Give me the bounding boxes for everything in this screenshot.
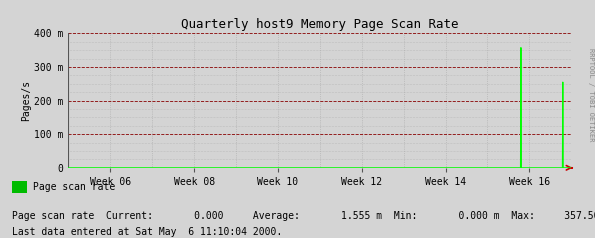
Text: Page scan rate: Page scan rate — [33, 182, 115, 192]
Title: Quarterly host9 Memory Page Scan Rate: Quarterly host9 Memory Page Scan Rate — [181, 18, 459, 31]
Text: Page scan rate  Current:       0.000     Average:       1.555 m  Min:       0.00: Page scan rate Current: 0.000 Average: 1… — [12, 211, 595, 221]
Y-axis label: Pages/s: Pages/s — [21, 80, 32, 121]
Text: RRPTOOL / TOBI OETIKER: RRPTOOL / TOBI OETIKER — [588, 49, 594, 142]
Text: Last data entered at Sat May  6 11:10:04 2000.: Last data entered at Sat May 6 11:10:04 … — [12, 227, 282, 237]
